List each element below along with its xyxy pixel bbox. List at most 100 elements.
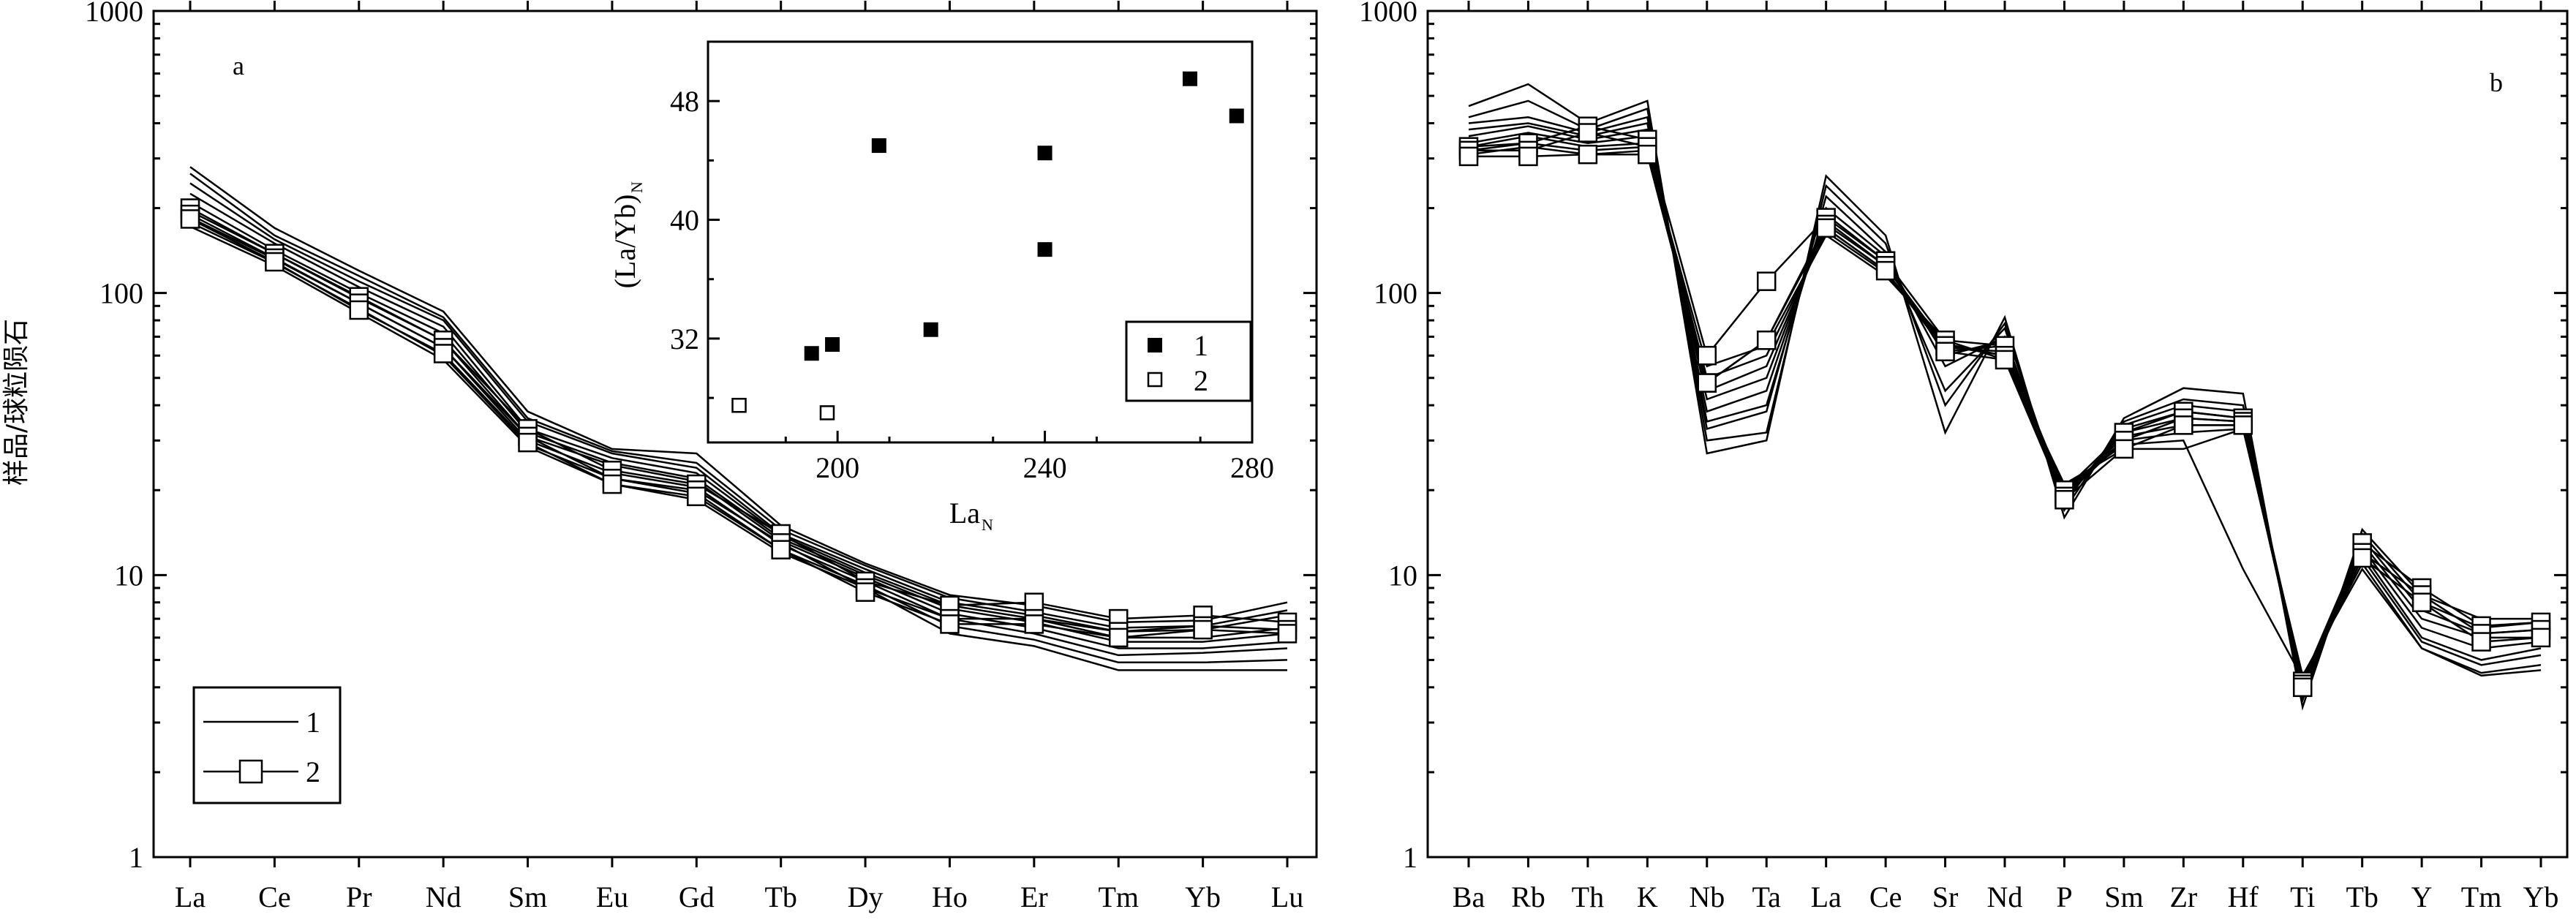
series-2-line: [1468, 125, 2542, 685]
x-tick-label: Zr: [2169, 881, 2197, 913]
series-2-marker: [602, 474, 622, 494]
inset-legend-marker-1: [1148, 338, 1162, 352]
series-2-marker: [855, 582, 875, 602]
series-2-marker: [518, 432, 538, 453]
series-2-marker: [2531, 627, 2551, 648]
x-tick-label: Sr: [1932, 881, 1959, 913]
x-tick-label: Yb: [2523, 881, 2559, 913]
series-2-line: [1469, 153, 2542, 690]
series-1-line: [189, 166, 1288, 624]
inset-point-series-1: [804, 346, 819, 361]
y-tick-label: 1000: [1359, 0, 1417, 28]
x-tick-label: Rb: [1511, 881, 1545, 913]
series-2-marker: [1458, 146, 1479, 167]
panel-a-frame: [152, 10, 1318, 859]
y-tick-label: 100: [99, 277, 143, 310]
inset-legend-box: [1125, 320, 1252, 402]
y-axis-label: 样品/球粒陨石: [1, 319, 31, 486]
x-tick-label: P: [2056, 881, 2072, 913]
x-tick-label: Ce: [1869, 881, 1902, 913]
series-1-line: [189, 173, 1288, 629]
x-tick-label: Er: [1020, 881, 1048, 913]
inset-x-tick-label: 240: [1023, 451, 1067, 484]
series-1-line: [189, 192, 1288, 639]
inset-frame: [707, 40, 1254, 444]
y-tick-label: 10: [114, 559, 143, 592]
x-tick-label: Nd: [1987, 881, 2023, 913]
series-1-line: [189, 225, 1287, 671]
panel-a-legend: 1 2: [192, 686, 342, 804]
x-tick-label: Ce: [258, 881, 290, 913]
x-tick-label: Sm: [2104, 881, 2143, 913]
inset-point-series-1: [1037, 242, 1052, 257]
series-2-marker: [265, 252, 285, 272]
series-2-marker: [1108, 627, 1129, 648]
x-tick-label: Tb: [2346, 881, 2378, 913]
inset-x-tick-label: 200: [816, 451, 859, 484]
series-2-marker: [1756, 331, 1777, 350]
inset-point-series-1: [1182, 71, 1197, 86]
x-tick-label: Ba: [1453, 881, 1485, 913]
series-2-marker: [771, 540, 791, 559]
series-2-marker: [2471, 632, 2491, 652]
x-tick-label: Lu: [1271, 881, 1303, 913]
series-2-marker: [349, 300, 369, 320]
series-2-marker: [1935, 342, 1955, 361]
legend-label-1: 1: [306, 706, 320, 739]
series-2-marker: [2292, 677, 2313, 698]
x-tick-label: Nb: [1689, 881, 1725, 913]
series-2-marker: [1697, 345, 1717, 366]
series-2-marker: [940, 614, 960, 634]
inset-y-tick-label: 40: [670, 204, 699, 237]
x-tick-label: K: [1637, 881, 1658, 913]
series-2-marker: [2055, 490, 2074, 510]
inset-ylabel-subscript: N: [628, 181, 646, 193]
series-2-line: [189, 207, 1288, 624]
series-2-marker: [2411, 592, 2432, 612]
series-2-marker: [2174, 415, 2193, 435]
series-2-marker: [1193, 619, 1213, 640]
inset-point-series-1: [871, 138, 886, 154]
series-1-line: [1468, 122, 2541, 690]
series-2-marker: [2352, 548, 2372, 568]
x-tick-label: La: [175, 881, 206, 913]
series-1-line: [1468, 142, 2542, 681]
x-tick-label: Sm: [508, 881, 547, 913]
series-1-line: [1468, 116, 2542, 697]
inset-legend-label-2: 2: [1194, 364, 1208, 397]
x-tick-label: Tm: [2461, 881, 2502, 913]
series-2-marker: [1875, 260, 1896, 281]
series-2-line: [189, 218, 1288, 639]
inset-legend-label-1: 1: [1194, 329, 1208, 362]
series-1-line: [1468, 132, 2542, 685]
legend-box: [192, 686, 342, 804]
inset-point-series-2: [819, 405, 835, 421]
x-tick-label: Y: [2411, 881, 2433, 913]
y-tick-label: 1000: [85, 0, 143, 28]
series-1-line: [1468, 135, 2542, 685]
series-2-marker: [1024, 592, 1044, 612]
series-2-marker: [2233, 415, 2253, 435]
x-tick-label: Pr: [346, 881, 372, 913]
series-2-marker: [2114, 439, 2134, 459]
series-2-marker: [1024, 614, 1044, 634]
series-2-marker: [180, 209, 200, 229]
panel-a: a 1 10 100 1000 La Ce Pr Nd Sm Eu Gd Tb Dy Ho Er Tm Yb L…: [85, 0, 1318, 913]
panel-a-letter: a: [233, 51, 244, 80]
x-tick-label: Tb: [764, 881, 796, 913]
inset-xlabel-subscript: N: [982, 516, 993, 534]
series-2-marker: [1697, 373, 1717, 393]
series-2-marker: [1638, 144, 1657, 165]
series-1-line: [189, 216, 1288, 657]
panel-b: b 1 10 100 1000 Ba Rb Th K Nb Ta La Ce Sr Nd P Sm Zr Hf T…: [1359, 0, 2569, 913]
inset-point-series-1: [825, 337, 840, 352]
series-1-line: [1468, 146, 2542, 679]
inset-point-series-1: [1037, 146, 1052, 161]
inset-y-tick-label: 48: [670, 85, 699, 118]
inset-scatter: 200 240 280 32 40 48 La N (La/Yb) N 1 2: [609, 40, 1274, 534]
series-2-marker: [1518, 146, 1538, 167]
inset-point-series-1: [1229, 108, 1244, 124]
x-tick-label: Th: [1572, 881, 1604, 913]
series-2-marker: [1277, 624, 1298, 644]
x-tick-label: Dy: [848, 881, 884, 913]
